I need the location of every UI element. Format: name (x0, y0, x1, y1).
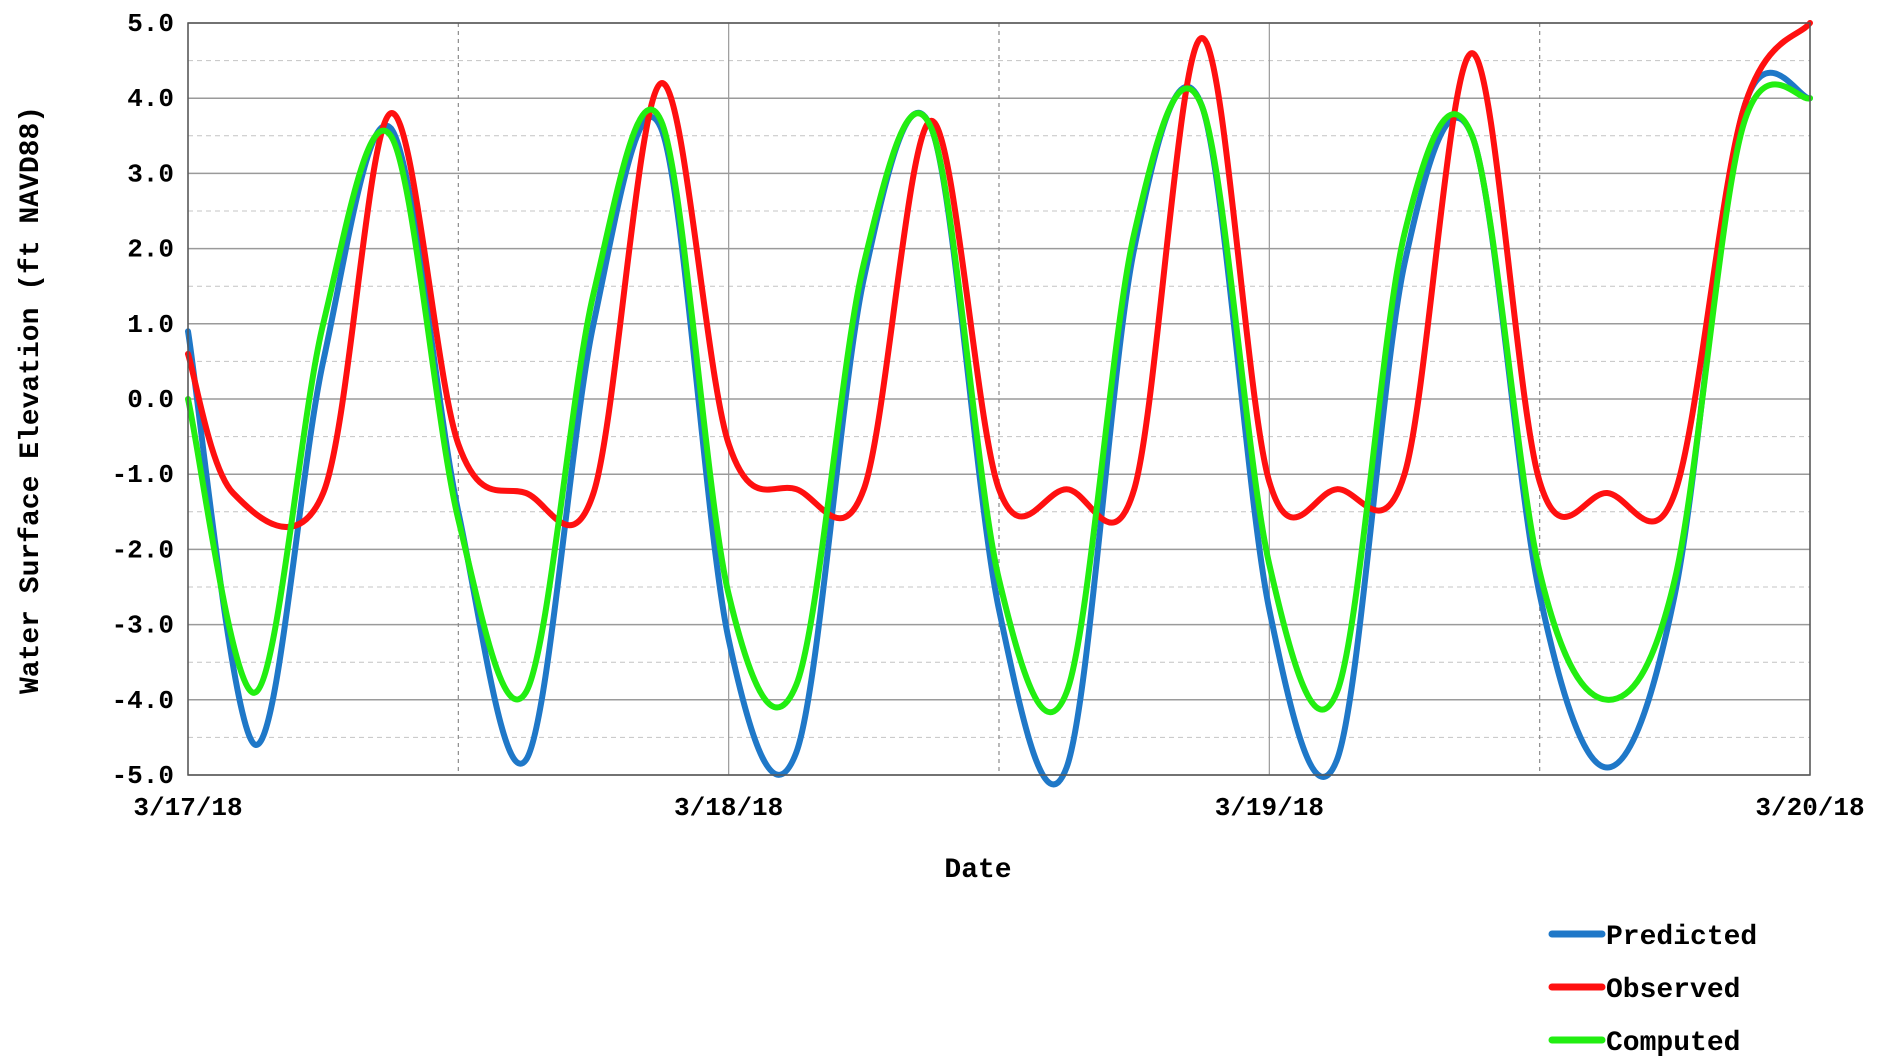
y-tick-label: -1.0 (112, 460, 174, 490)
y-tick-label: 3.0 (127, 159, 174, 189)
plot-frame (187, 22, 1811, 776)
series-lines (185, 20, 1813, 788)
x-tick-label: 3/18/18 (674, 793, 783, 823)
y-tick-label: 2.0 (127, 235, 174, 265)
grid-lines (187, 22, 1811, 776)
legend: Predicted Observed Computed (1548, 922, 1757, 1056)
series-line-predicted (185, 69, 1813, 788)
y-axis-title: Water Surface Elevation (ft NAVD88) (16, 106, 47, 694)
y-tick-labels: 5.0 4.0 3.0 2.0 1.0 0.0 -1.0 -2.0 -3.0 -4.0 -5.0 (112, 9, 174, 791)
series-line-computed (185, 81, 1813, 716)
y-tick-label: -2.0 (112, 535, 174, 565)
legend-label-computed: Computed (1606, 1028, 1740, 1056)
series-line-observed (185, 20, 1813, 530)
x-tick-label: 3/20/18 (1755, 793, 1864, 823)
y-tick-label: 1.0 (127, 310, 174, 340)
y-tick-label: 5.0 (127, 9, 174, 39)
x-tick-label: 3/17/18 (133, 793, 242, 823)
legend-label-predicted: Predicted (1606, 922, 1757, 953)
y-tick-label: -5.0 (112, 761, 174, 791)
y-tick-label: -3.0 (112, 611, 174, 641)
x-axis-title: Date (944, 855, 1011, 886)
y-tick-label: -4.0 (112, 686, 174, 716)
legend-label-observed: Observed (1606, 975, 1740, 1006)
x-tick-labels: 3/17/18 3/18/18 3/19/18 3/20/18 (133, 793, 1864, 823)
x-tick-label: 3/19/18 (1215, 793, 1324, 823)
y-tick-label: 4.0 (127, 84, 174, 114)
y-tick-label: 0.0 (127, 385, 174, 415)
